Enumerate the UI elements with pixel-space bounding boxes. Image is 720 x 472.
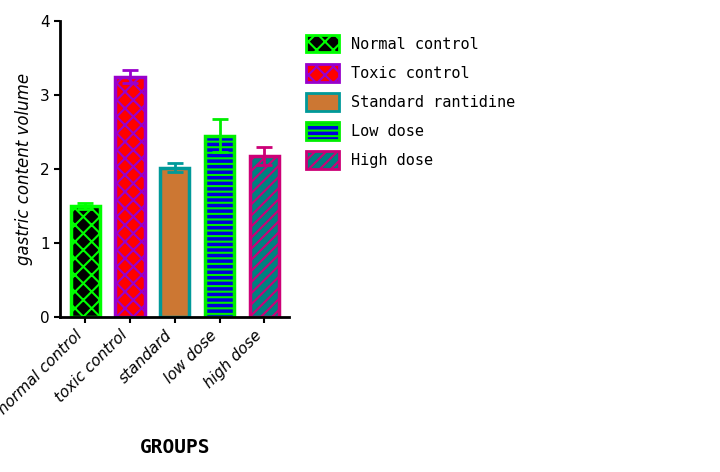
Legend: Normal control, Toxic control, Standard rantidine, Low dose, High dose: Normal control, Toxic control, Standard … — [300, 29, 522, 175]
Bar — [71, 206, 99, 317]
Bar — [250, 156, 279, 317]
Bar — [161, 168, 189, 317]
Y-axis label: gastric content volume: gastric content volume — [15, 73, 33, 265]
Bar — [115, 76, 145, 317]
X-axis label: GROUPS: GROUPS — [140, 438, 210, 457]
Bar — [205, 136, 234, 317]
